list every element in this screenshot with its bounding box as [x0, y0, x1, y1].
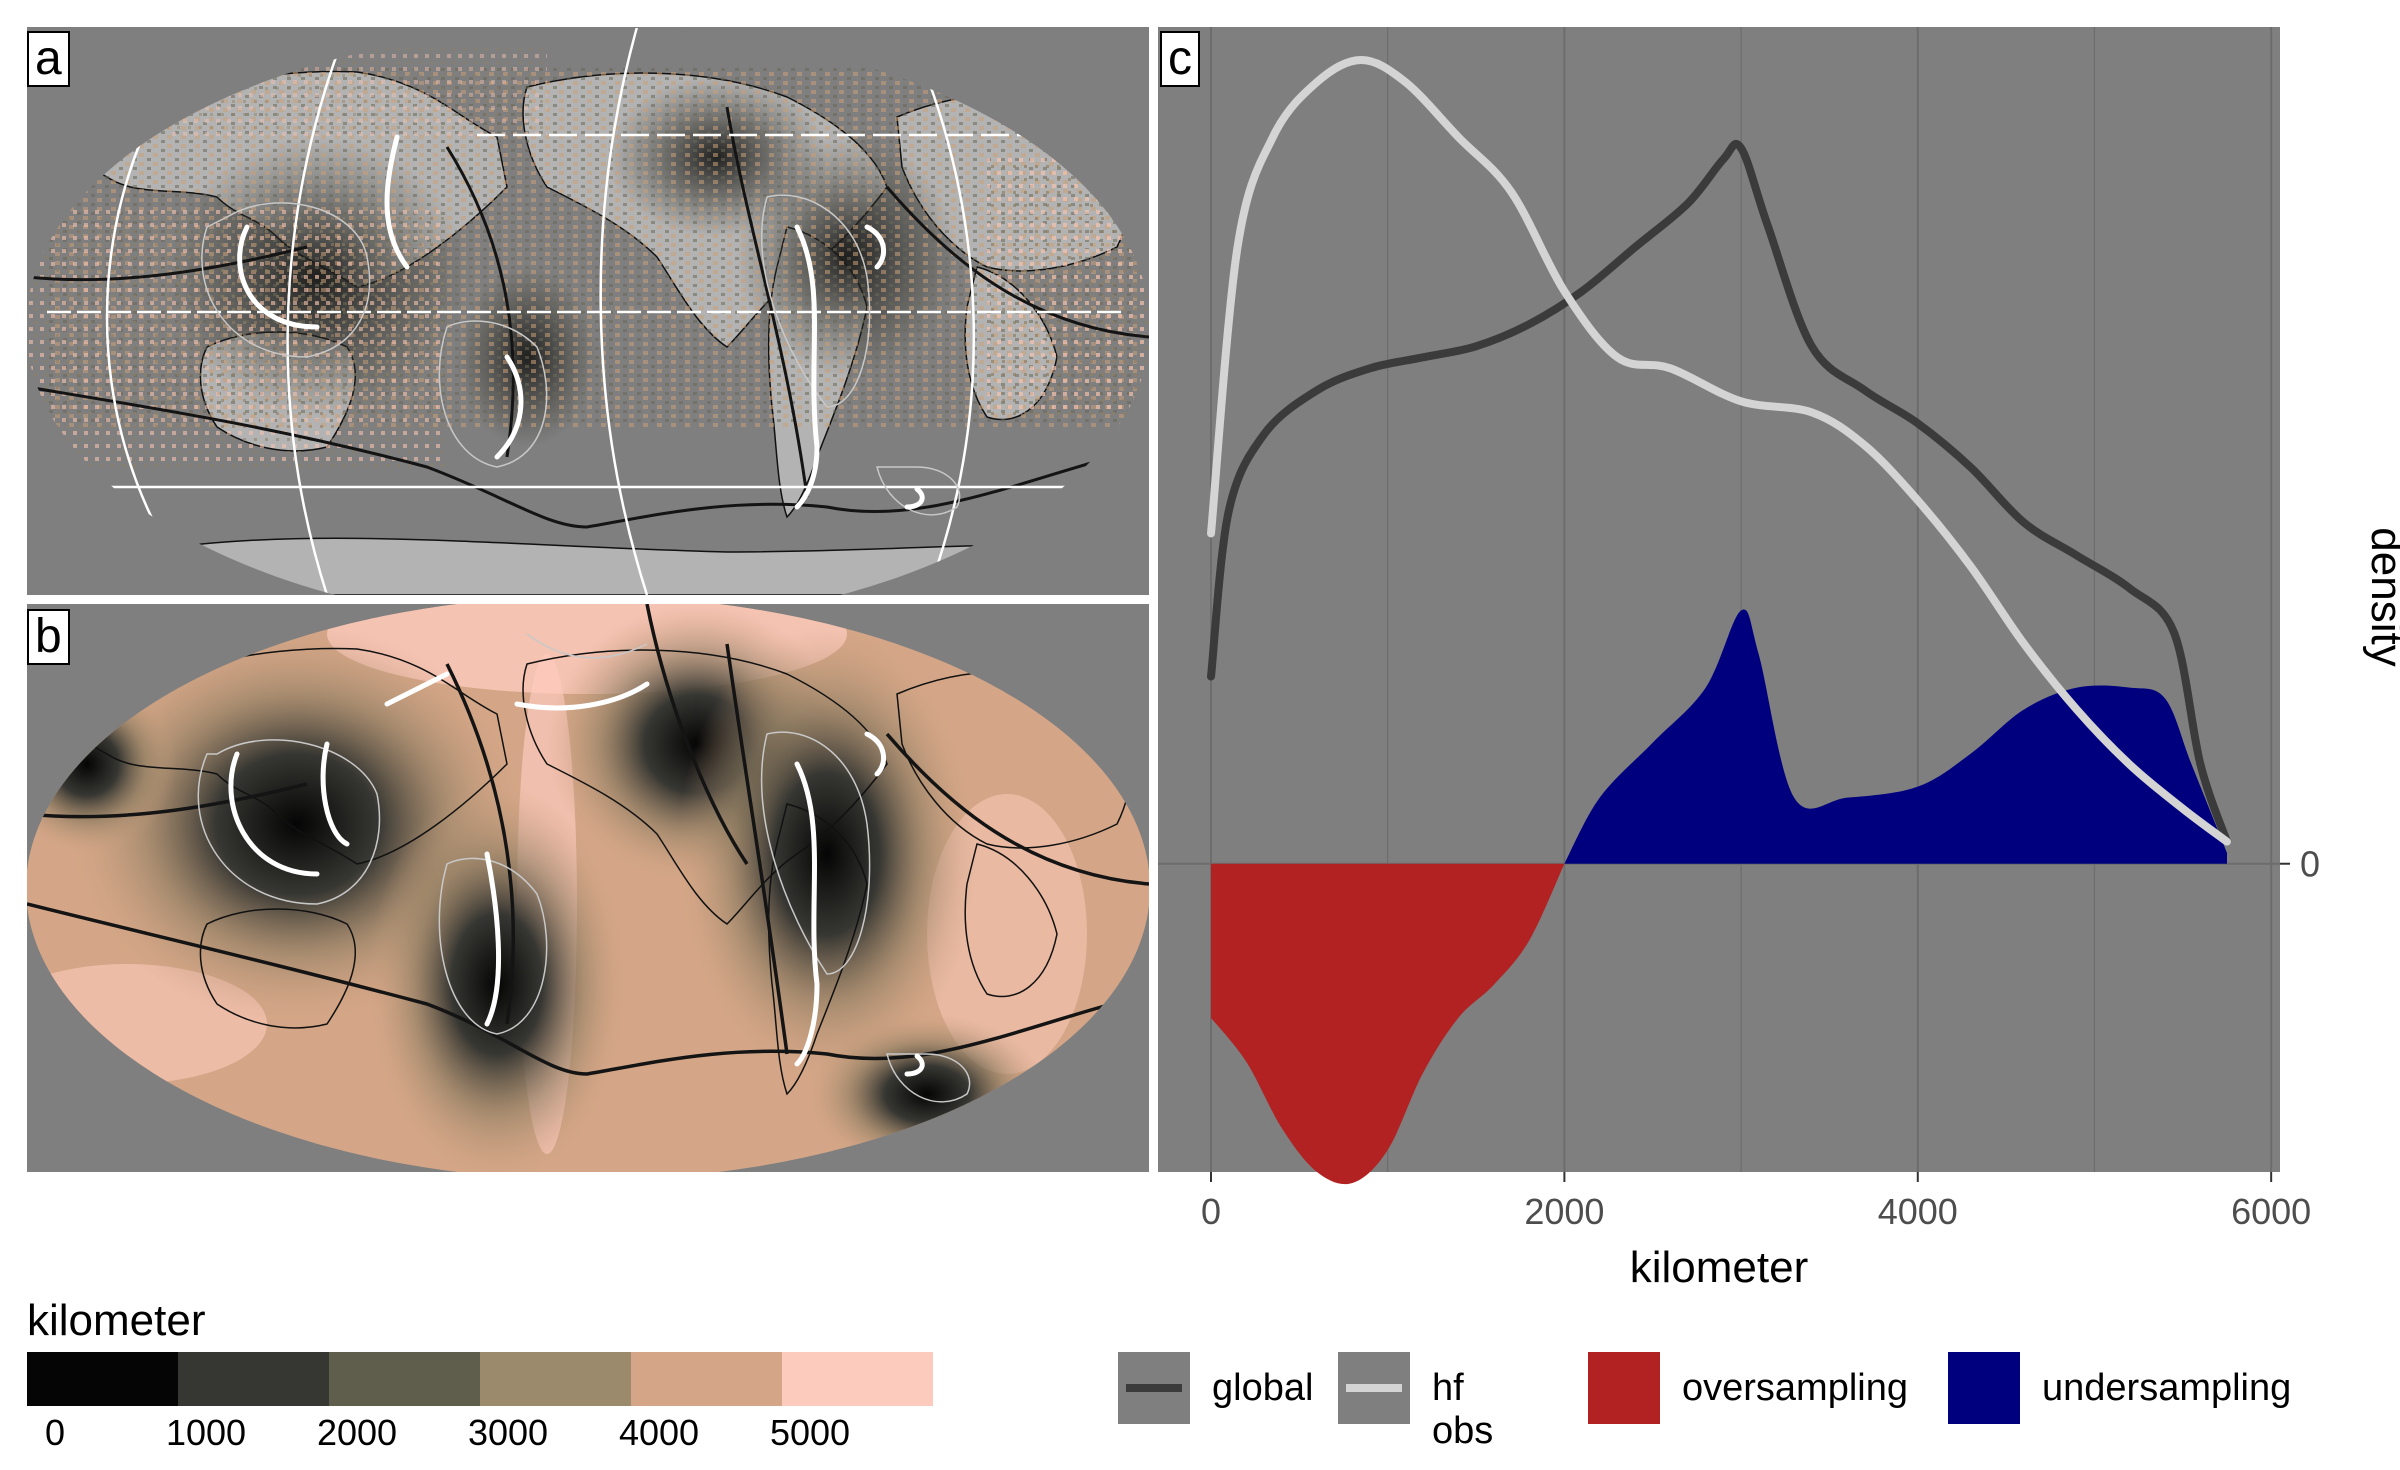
x-axis-label: kilometer [1630, 1243, 1809, 1292]
legend-label: undersampling [2042, 1367, 2292, 1409]
legend-swatch [1346, 1384, 1402, 1392]
map-b-subduction-zones [228, 671, 925, 1077]
legend-swatch [1948, 1352, 2020, 1424]
plot-lines [1207, 56, 2231, 846]
plot-areas [1211, 609, 2227, 1185]
legend-label: oversampling [1682, 1367, 1908, 1409]
map-a-subduction-contours [201, 194, 961, 516]
legend-key [1338, 1352, 1410, 1424]
map-a-plate-boundaries [27, 106, 1149, 529]
map-panel-b [27, 604, 1149, 1172]
area-undersampling [1564, 609, 2227, 864]
legend-key [1948, 1352, 2020, 1424]
colorbar-tick-label: 1000 [165, 1412, 247, 1453]
y-axis-label: density [2362, 527, 2400, 666]
map-panel-a [27, 27, 1149, 595]
panel-b-tag: b [27, 609, 70, 665]
map-b-plate-boundaries [27, 604, 1149, 1076]
legend-swatch [1126, 1384, 1182, 1392]
legend-key [1588, 1352, 1660, 1424]
panel-c-tag: c [1160, 31, 1200, 87]
colorbar-swatch [631, 1352, 782, 1406]
map-b-coastlines [66, 647, 1132, 1096]
colorbar-swatch [782, 1352, 933, 1406]
x-tick-label: 4000 [1878, 1191, 1958, 1232]
y-tick-label: 0 [2300, 844, 2320, 885]
map-a-subduction-zones [237, 134, 925, 510]
legend-swatch [1588, 1352, 1660, 1424]
line-global [1207, 139, 2231, 846]
x-tick-label: 6000 [2231, 1191, 2311, 1232]
legend-key [1118, 1352, 1190, 1424]
legend-label: hf obs [1432, 1367, 1494, 1452]
area-oversampling [1211, 863, 1565, 1185]
colorbar-tick-label: 0 [44, 1412, 66, 1453]
colorbar-tick-label: 2000 [316, 1412, 398, 1453]
x-tick-label: 2000 [1524, 1191, 1604, 1232]
legend-label: global [1212, 1367, 1314, 1409]
colorbar-swatch [178, 1352, 329, 1406]
map-a-graticule [47, 27, 1127, 595]
colorbar-swatch [480, 1352, 631, 1406]
colorbar-swatch [329, 1352, 480, 1406]
colorbar [27, 1352, 933, 1406]
colorbar-title: kilometer [27, 1296, 206, 1345]
colorbar-swatch [27, 1352, 178, 1406]
line-hf-obs [1207, 56, 2231, 846]
map-b-subduction-contours [197, 633, 971, 1103]
colorbar-tick-label: 3000 [467, 1412, 549, 1453]
plot-axes: 0 2000 4000 6000 0 kilometer density [1201, 527, 2400, 1292]
colorbar-tick-label: 5000 [769, 1412, 851, 1453]
panel-a-tag: a [27, 31, 70, 87]
x-tick-label: 0 [1201, 1191, 1221, 1232]
colorbar-tick-label: 4000 [618, 1412, 700, 1453]
